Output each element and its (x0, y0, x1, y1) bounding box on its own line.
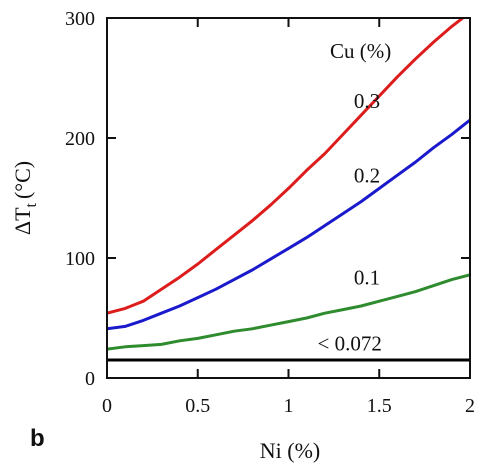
series-line-0 (107, 18, 464, 315)
series-label-3: < 0.072 (318, 331, 382, 355)
series-label-0: 0.3 (354, 89, 380, 113)
y-axis-title-sub: t (23, 202, 40, 207)
y-tick-label-1: 100 (65, 248, 95, 270)
x-axis-title: Ni (%) (260, 438, 320, 463)
x-tick-label-0: 0 (102, 395, 112, 417)
ticks-layer: 0 0.5 1 1.5 2 0 100 200 300 (65, 8, 475, 417)
x-tick-label-2: 1 (284, 395, 294, 417)
series-line-2 (107, 273, 470, 351)
panel-label: b (30, 425, 45, 452)
x-tick-label-1: 0.5 (185, 395, 210, 417)
legend-title: Cu (%) (330, 39, 391, 63)
x-tick-label-3: 1.5 (367, 395, 392, 417)
series-line-1 (107, 118, 470, 331)
series-layer (107, 18, 470, 362)
y-tick-label-0: 0 (85, 368, 95, 390)
plot-frame (106, 17, 471, 379)
series-label-1: 0.2 (354, 163, 380, 187)
y-tick-label-2: 200 (65, 128, 95, 150)
y-tick-label-3: 300 (65, 8, 95, 30)
y-axis-title-unit: (°C) (10, 161, 35, 199)
annotation-layer: 0.3 0.2 0.1 < 0.072 (318, 89, 382, 355)
svg-text:ΔTt(°C): ΔTt (°C) (10, 161, 40, 235)
y-axis-title: ΔTt (°C) (10, 161, 40, 235)
series-label-2: 0.1 (354, 265, 380, 289)
y-axis-title-main: ΔT (10, 207, 35, 235)
x-tick-label-4: 2 (465, 395, 475, 417)
